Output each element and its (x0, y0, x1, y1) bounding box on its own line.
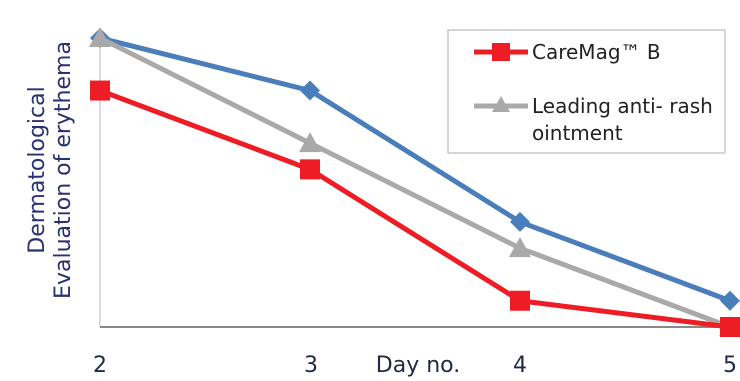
series-line (99, 35, 731, 304)
data-point-triangle (509, 237, 531, 258)
x-tick-label: 5 (723, 353, 737, 378)
data-point-diamond (510, 211, 530, 232)
data-point-diamond (720, 290, 740, 311)
x-tick-label: 2 (93, 353, 107, 378)
data-point-diamond (300, 80, 320, 101)
series-square (90, 80, 740, 337)
data-point-square (720, 317, 740, 337)
y-axis-title-line-2: Evaluation of erythema (51, 41, 76, 299)
legend-box (447, 29, 726, 154)
legend-marker-square (492, 43, 510, 61)
data-point-square (300, 159, 320, 180)
x-tick-label: 3 (304, 353, 318, 378)
data-point-square (90, 80, 110, 101)
legend-label-caremag: CareMag™ B (532, 40, 661, 64)
data-point-triangle (299, 132, 321, 153)
legend: CareMag™ B Leading anti- rash ointment (447, 29, 726, 154)
data-point-square (510, 290, 530, 311)
series-line (99, 88, 731, 330)
legend-label-leading-line-1: Leading anti- rash (532, 94, 713, 118)
legend-label-leading-line-2: ointment (532, 121, 623, 145)
x-tick-label: 4 (513, 353, 527, 378)
y-axis-title-line-1: Dermatological (25, 86, 50, 253)
series-layer (89, 27, 740, 337)
legend-marker-triangle (492, 96, 510, 112)
data-point-triangle (89, 27, 111, 47)
x-axis-title: Day no. (376, 353, 460, 378)
series-line (98, 35, 731, 330)
